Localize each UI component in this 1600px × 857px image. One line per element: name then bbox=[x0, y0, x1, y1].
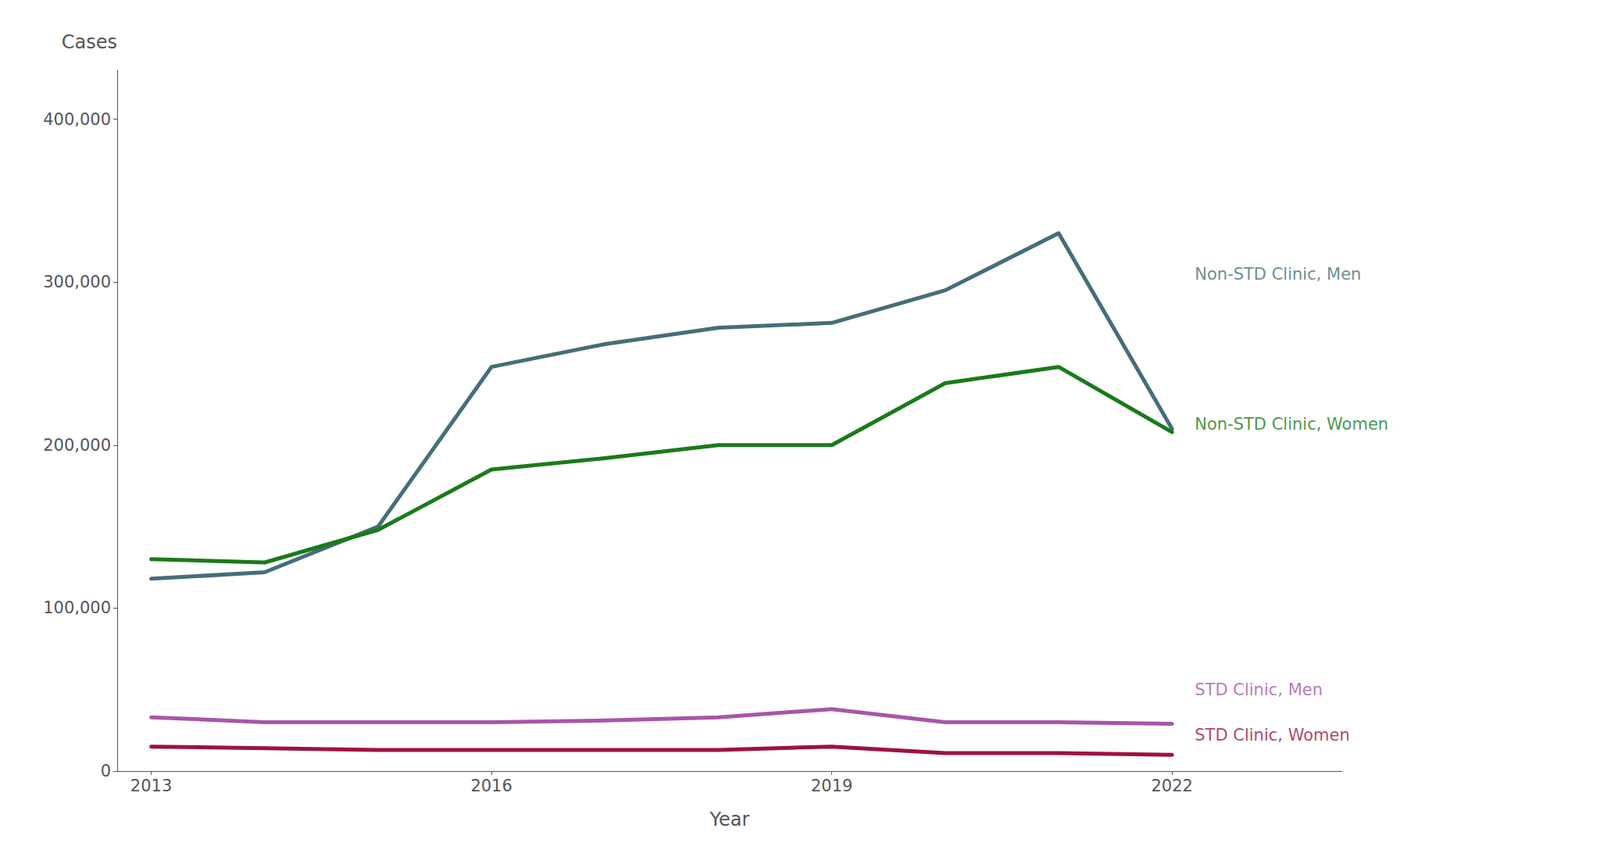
svg-text:2016: 2016 bbox=[470, 776, 512, 796]
svg-text:2019: 2019 bbox=[810, 776, 853, 796]
svg-text:0: 0 bbox=[100, 761, 111, 781]
svg-text:2022: 2022 bbox=[1150, 776, 1193, 796]
svg-text:STD Clinic, Women: STD Clinic, Women bbox=[1194, 725, 1350, 745]
svg-text:2013: 2013 bbox=[130, 776, 172, 796]
svg-text:Non-STD Clinic, Women: Non-STD Clinic, Women bbox=[1194, 414, 1389, 434]
svg-text:100,000: 100,000 bbox=[42, 598, 111, 618]
svg-text:200,000: 200,000 bbox=[42, 435, 111, 455]
svg-text:Cases: Cases bbox=[61, 31, 118, 54]
svg-text:Non-STD Clinic, Men: Non-STD Clinic, Men bbox=[1194, 264, 1361, 284]
svg-text:STD Clinic, Men: STD Clinic, Men bbox=[1194, 680, 1323, 700]
svg-text:Year: Year bbox=[709, 808, 750, 831]
svg-text:400,000: 400,000 bbox=[42, 110, 111, 129]
svg-text:300,000: 300,000 bbox=[42, 272, 111, 292]
